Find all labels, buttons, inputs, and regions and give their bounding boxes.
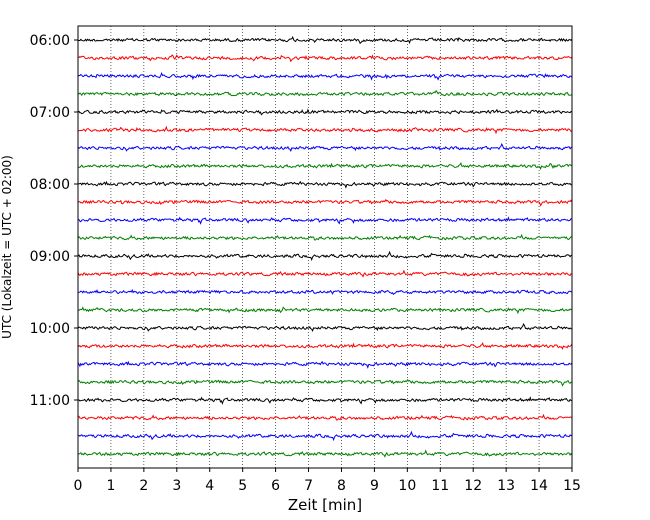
x-tick-label: 1 xyxy=(106,478,115,494)
trace-1030 xyxy=(77,360,573,369)
x-tick-label: 4 xyxy=(205,478,214,494)
y-tick-label: 09:00 xyxy=(30,249,70,265)
trace-0715 xyxy=(77,125,573,135)
trace-0745 xyxy=(78,162,573,171)
x-tick-label: 2 xyxy=(139,478,148,494)
trace-1145 xyxy=(77,449,573,458)
trace-group xyxy=(77,35,573,458)
trace-0600 xyxy=(77,35,573,45)
trace-1130 xyxy=(77,430,573,442)
x-tick-label: 15 xyxy=(563,478,581,494)
trace-0615 xyxy=(77,54,573,63)
y-tick-label: 11:00 xyxy=(30,393,70,409)
trace-0845 xyxy=(77,233,573,241)
x-tick-label: 8 xyxy=(337,478,346,494)
x-axis-ticks: 0 1 2 3 4 5 6 7 8 9 10 11 12 13 14 15 xyxy=(74,468,581,494)
trace-0730 xyxy=(77,142,573,153)
y-tick-label: 06:00 xyxy=(30,33,70,49)
plot-frame xyxy=(77,25,573,469)
trace-0915 xyxy=(77,269,573,278)
x-tick-label: 13 xyxy=(497,478,515,494)
y-tick-label: 07:00 xyxy=(30,105,70,121)
y-tick-label: 10:00 xyxy=(30,321,70,337)
trace-0930 xyxy=(77,288,573,296)
trace-1045 xyxy=(77,378,573,387)
x-tick-label: 3 xyxy=(172,478,181,494)
trace-0700 xyxy=(77,108,573,116)
trace-0900 xyxy=(77,250,573,262)
y-axis-label: UTC (Lokalzeit = UTC + 02:00) xyxy=(0,155,14,339)
y-axis-ticks: 06:00 07:00 08:00 09:00 10:00 11:00 xyxy=(30,33,78,409)
x-tick-label: 14 xyxy=(530,478,548,494)
x-tick-label: 7 xyxy=(304,478,313,494)
trace-0645 xyxy=(77,89,573,97)
trace-0830 xyxy=(78,216,573,225)
x-tick-label: 11 xyxy=(431,478,449,494)
x-tick-label: 12 xyxy=(464,478,482,494)
x-tick-label: 9 xyxy=(370,478,379,494)
trace-0945 xyxy=(77,306,573,315)
x-tick-label: 10 xyxy=(398,478,416,494)
trace-1000 xyxy=(77,322,573,333)
x-axis-label: Zeit [min] xyxy=(288,496,362,514)
trace-0815 xyxy=(77,198,573,207)
y-tick-label: 08:00 xyxy=(30,177,70,193)
x-tick-label: 5 xyxy=(238,478,247,494)
trace-1115 xyxy=(77,413,573,421)
trace-1015 xyxy=(77,341,573,351)
x-tick-label: 0 xyxy=(74,478,83,494)
trace-0630 xyxy=(77,71,573,81)
trace-1100 xyxy=(78,396,573,405)
plot-background xyxy=(78,26,572,468)
x-tick-label: 6 xyxy=(271,478,280,494)
trace-0800 xyxy=(77,180,573,189)
